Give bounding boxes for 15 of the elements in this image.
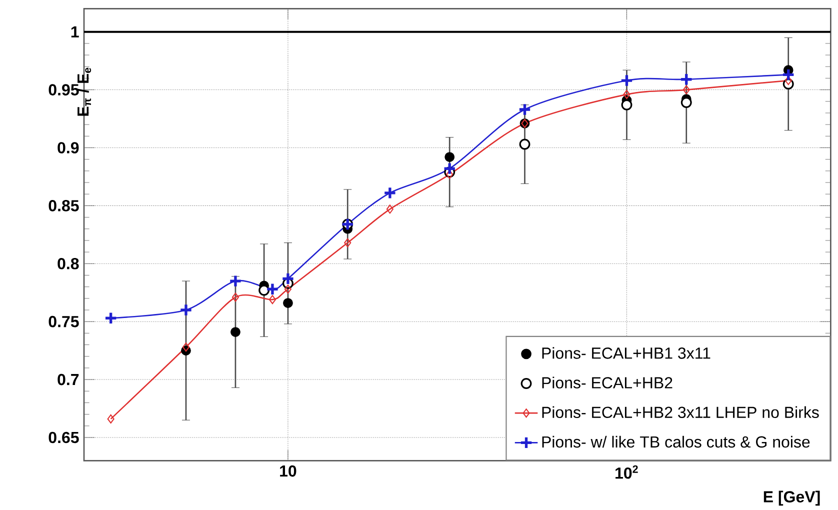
x-tick-label: 10$^{2}$ xyxy=(616,465,638,479)
y-tick-label: 0.95 xyxy=(48,84,79,96)
y-tick-label: 0.75 xyxy=(48,316,79,328)
y-tick-label: 1 xyxy=(71,26,79,38)
y-tick-label: 0.7 xyxy=(58,374,79,386)
x-axis-title: E [GeV] xyxy=(764,490,820,506)
legend-label: Pions- w/ like TB calos cuts & G noise xyxy=(542,436,810,448)
y-tick-label: 0.9 xyxy=(58,142,79,154)
legend-label: Pions- ECAL+HB2 3x11 LHEP no Birks xyxy=(542,406,819,418)
legend-label: Pions- ECAL+HB2 xyxy=(542,376,672,388)
x-tick-label: 10 xyxy=(280,465,296,477)
legend-label: Pions- ECAL+HB1 3x11 xyxy=(542,347,710,359)
y-tick-label: 0.65 xyxy=(48,432,79,444)
y-tick-label: 0.85 xyxy=(48,200,79,212)
y-tick-label: 0.8 xyxy=(58,258,79,270)
